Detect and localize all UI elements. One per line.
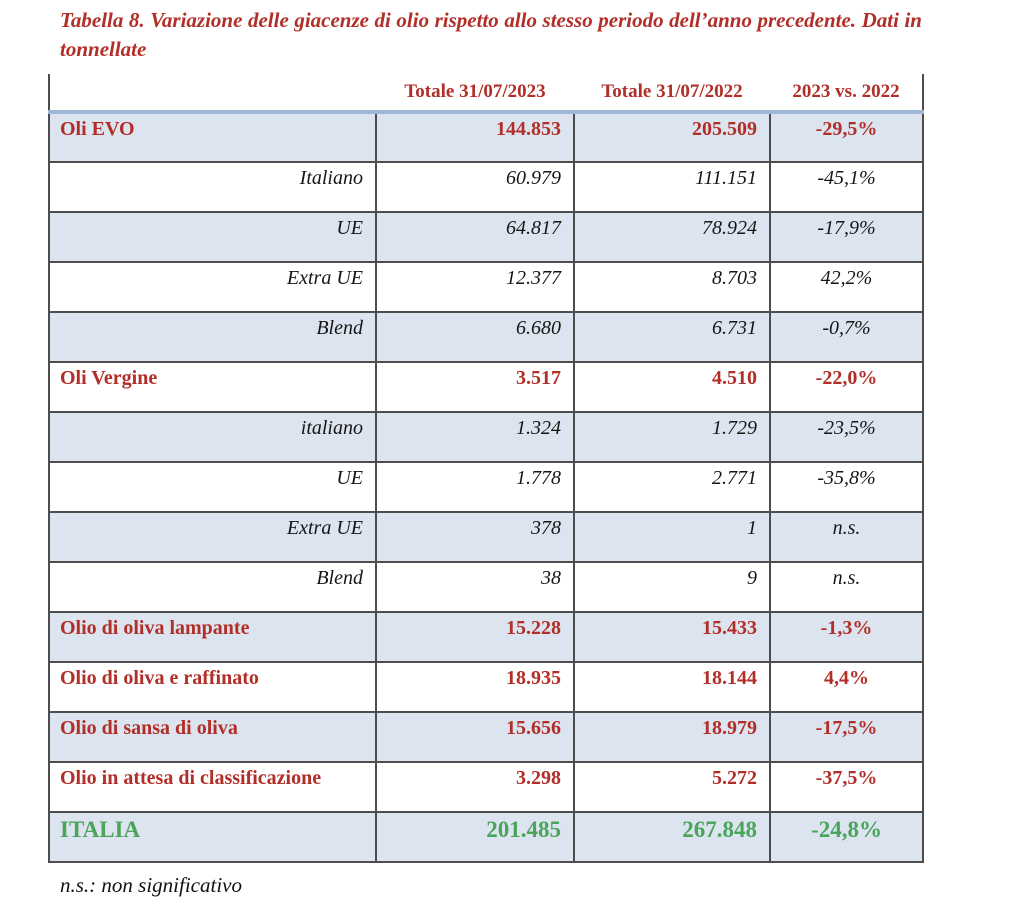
value-2022: 1.729 [573,410,771,463]
value-change: n.s. [769,510,924,563]
table-row: Oli Vergine 3.517 4.510 -22,0% [48,360,924,413]
header-row: Totale 31/07/2023 Totale 31/07/2022 2023… [48,73,924,112]
value-2023: 12.377 [375,260,575,313]
table-row: Extra UE 378 1 n.s. [48,510,924,563]
page-title: Tabella 8. Variazione delle giacenze di … [60,8,922,61]
value-2023: 1.324 [375,410,575,463]
value-2023: 6.680 [375,310,575,363]
value-2023: 3.298 [375,760,575,813]
value-change: -45,1% [769,160,924,213]
value-2022: 111.151 [573,160,771,213]
table-row: Italiano 60.979 111.151 -45,1% [48,160,924,213]
value-change: -24,8% [769,810,924,863]
value-2023: 201.485 [375,810,575,863]
row-label: italiano [48,410,377,463]
table-row: UE 1.778 2.771 -35,8% [48,460,924,513]
value-2022: 4.510 [573,360,771,413]
col-header-total-2023: Totale 31/07/2023 [376,73,574,112]
table-row: Olio di sansa di oliva 15.656 18.979 -17… [48,710,924,763]
table-row: UE 64.817 78.924 -17,9% [48,210,924,263]
value-change: -35,8% [769,460,924,513]
row-label: UE [48,210,377,263]
value-change: 4,4% [769,660,924,713]
value-change: n.s. [769,560,924,613]
table-body: Oli EVO 144.853 205.509 -29,5% Italiano … [48,109,924,863]
value-2022: 18.144 [573,660,771,713]
value-change: -17,9% [769,210,924,263]
value-2023: 144.853 [375,109,575,163]
value-2022: 267.848 [573,810,771,863]
table-row: Blend 6.680 6.731 -0,7% [48,310,924,363]
row-label: Olio di sansa di oliva [48,710,377,763]
table-row: Olio di oliva e raffinato 18.935 18.144 … [48,660,924,713]
value-change: -22,0% [769,360,924,413]
row-label: Olio di oliva e raffinato [48,660,377,713]
col-header-change: 2023 vs. 2022 [770,73,924,112]
table-row: ITALIA 201.485 267.848 -24,8% [48,810,924,863]
value-2023: 60.979 [375,160,575,213]
table-row: Extra UE 12.377 8.703 42,2% [48,260,924,313]
value-2022: 1 [573,510,771,563]
row-label: Oli Vergine [48,360,377,413]
value-2022: 78.924 [573,210,771,263]
value-2022: 18.979 [573,710,771,763]
value-change: -23,5% [769,410,924,463]
value-2023: 18.935 [375,660,575,713]
value-2023: 15.656 [375,710,575,763]
value-2022: 205.509 [573,109,771,163]
value-2022: 15.433 [573,610,771,663]
row-label: Oli EVO [48,109,377,163]
col-header-total-2022: Totale 31/07/2022 [574,73,770,112]
table-row: Olio in attesa di classificazione 3.298 … [48,760,924,813]
value-change: -17,5% [769,710,924,763]
table-row: Oli EVO 144.853 205.509 -29,5% [48,109,924,163]
row-label: UE [48,460,377,513]
row-label: Extra UE [48,260,377,313]
value-2023: 38 [375,560,575,613]
value-2023: 1.778 [375,460,575,513]
value-2023: 3.517 [375,360,575,413]
value-2023: 64.817 [375,210,575,263]
value-change: 42,2% [769,260,924,313]
row-label: Blend [48,560,377,613]
row-label: ITALIA [48,810,377,863]
document-page: Tabella 8. Variazione delle giacenze di … [48,0,934,898]
value-2022: 9 [573,560,771,613]
value-change: -29,5% [769,109,924,163]
row-label: Italiano [48,160,377,213]
row-label: Blend [48,310,377,363]
stock-variation-table: Totale 31/07/2023 Totale 31/07/2022 2023… [48,73,924,863]
value-2023: 378 [375,510,575,563]
table-row: italiano 1.324 1.729 -23,5% [48,410,924,463]
row-label: Extra UE [48,510,377,563]
value-2022: 8.703 [573,260,771,313]
value-2022: 2.771 [573,460,771,513]
row-label: Olio in attesa di classificazione [48,760,377,813]
footnote: n.s.: non significativo [60,872,242,897]
table-row: Blend 38 9 n.s. [48,560,924,613]
value-2022: 5.272 [573,760,771,813]
value-change: -1,3% [769,610,924,663]
col-header-blank [48,73,376,112]
value-change: -37,5% [769,760,924,813]
row-label: Olio di oliva lampante [48,610,377,663]
value-2023: 15.228 [375,610,575,663]
value-change: -0,7% [769,310,924,363]
value-2022: 6.731 [573,310,771,363]
table-row: Olio di oliva lampante 15.228 15.433 -1,… [48,610,924,663]
